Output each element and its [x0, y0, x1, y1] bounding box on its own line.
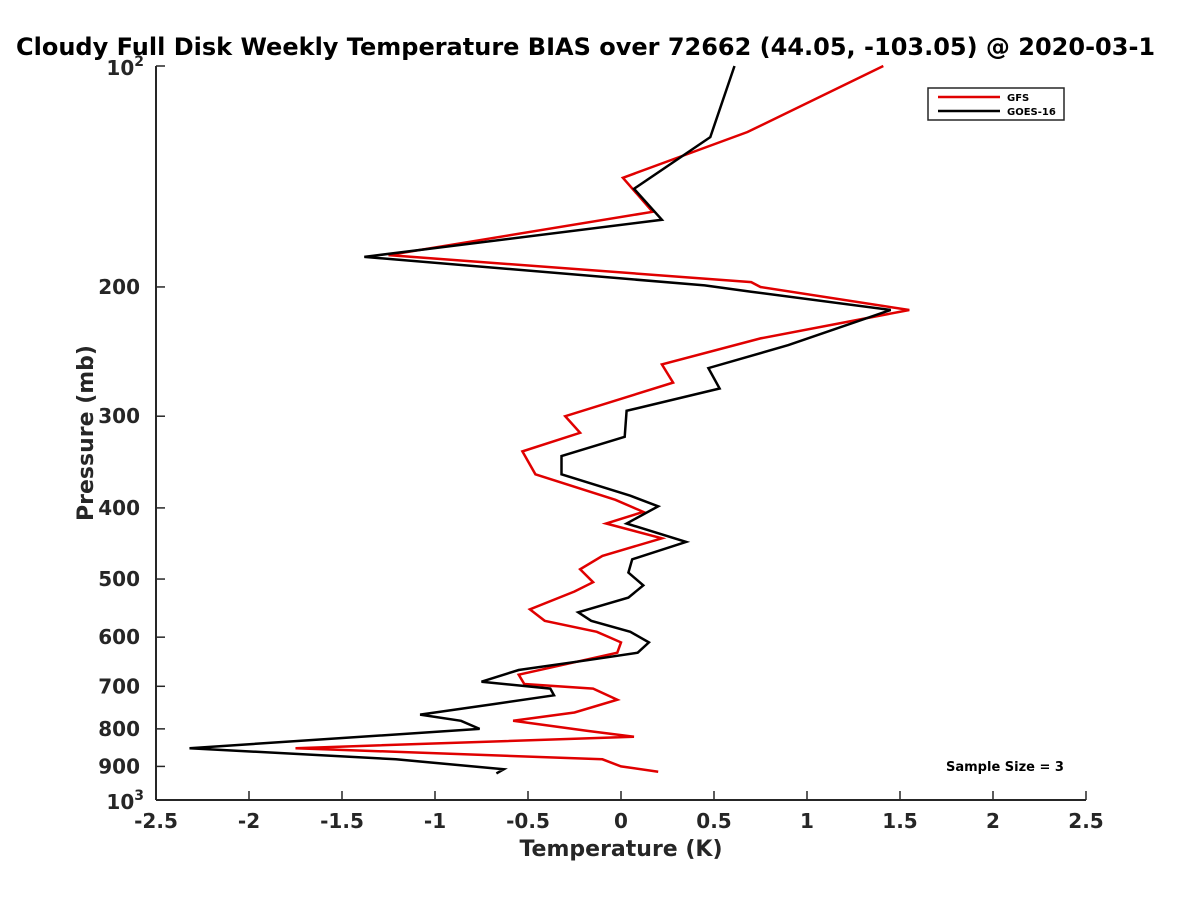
x-tick-label: -2.5 [134, 809, 178, 833]
y-tick-label: 400 [98, 496, 140, 520]
x-tick-label: -2 [238, 809, 260, 833]
y-tick-exponent: 3 [134, 788, 144, 804]
legend-label-goes16: GOES-16 [1007, 107, 1056, 118]
x-tick-label: 2.5 [1068, 809, 1103, 833]
x-axis-title: Temperature (K) [519, 837, 722, 862]
y-tick-label: 103 [106, 788, 144, 814]
y-tick-label: 300 [98, 404, 140, 428]
y-tick-exponent: 2 [134, 54, 144, 70]
y-tick-label: 800 [98, 717, 140, 741]
x-ticks: -2.5 -2 -1.5 -1 -0.5 0 0.5 1 1.5 2 2.5 [134, 791, 1104, 833]
y-tick-base: 10 [106, 56, 134, 80]
y-tick-label: 200 [98, 275, 140, 299]
y-tick-label: 600 [98, 625, 140, 649]
chart-title: Cloudy Full Disk Weekly Temperature BIAS… [16, 33, 1155, 61]
x-tick-label: 0.5 [696, 809, 731, 833]
legend-label-gfs: GFS [1007, 93, 1029, 104]
legend: GFS GOES-16 [927, 87, 1065, 121]
legend-box [927, 87, 1065, 121]
x-tick-label: 1.5 [882, 809, 917, 833]
axes [155, 66, 1086, 801]
x-tick-label: -0.5 [506, 809, 550, 833]
series-group [189, 64, 910, 775]
x-tick-label: 1 [800, 809, 814, 833]
y-tick-label: 102 [106, 54, 144, 80]
series-line-goes16 [189, 65, 892, 775]
y-axis-title: Pressure (mb) [74, 345, 99, 521]
y-tick-label: 500 [98, 567, 140, 591]
sample-size-annotation: Sample Size = 3 [946, 760, 1064, 775]
y-tick-label: 900 [98, 754, 140, 778]
x-tick-label: -1 [424, 809, 446, 833]
x-tick-label: -1.5 [320, 809, 364, 833]
series-line-gfs [295, 64, 910, 773]
x-tick-label: 0 [614, 809, 628, 833]
x-tick-label: 2 [986, 809, 1000, 833]
y-tick-label: 700 [98, 674, 140, 698]
y-tick-base: 10 [106, 790, 134, 814]
